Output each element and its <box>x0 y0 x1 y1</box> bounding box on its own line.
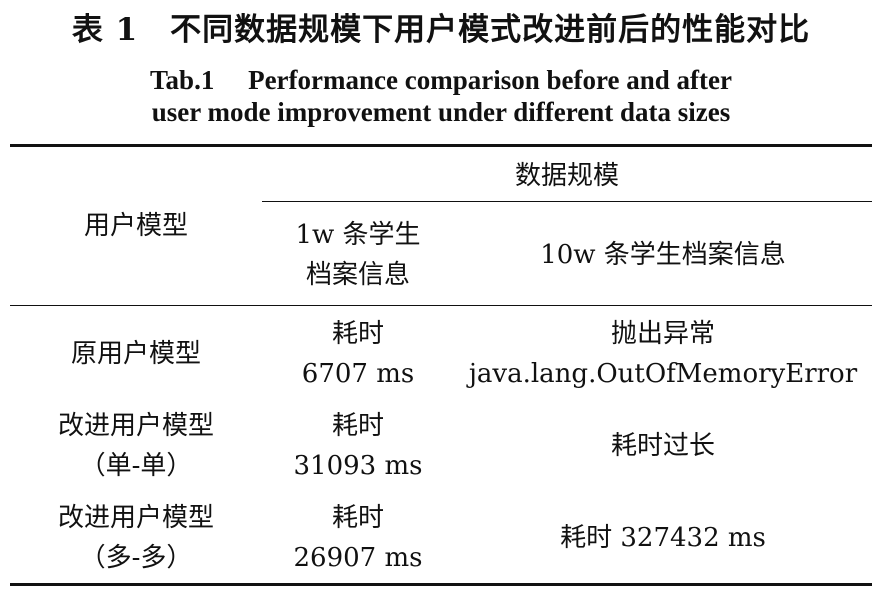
table-row-3-model: 改进用户模型 （多-多） <box>10 498 262 578</box>
row-1-col1-line2: 6707 ms <box>301 359 415 389</box>
table-row-1-col2: 抛出异常 java.lang.OutOfMemoryError <box>454 314 872 394</box>
table-caption-english-line2: user mode improvement under different da… <box>151 97 731 127</box>
header-column-2: 10w 条学生档案信息 <box>454 208 872 302</box>
table-row-3-col1: 耗时 26907 ms <box>262 498 454 578</box>
header-column-1: 1w 条学生 档案信息 <box>262 208 454 302</box>
row-3-model-line2: （多-多） <box>79 543 193 573</box>
row-3-model-line1: 改进用户模型 <box>57 503 214 533</box>
table-top-rule <box>10 144 872 147</box>
table-caption-english-line1: Tab.1 Performance comparison before and … <box>150 65 732 95</box>
row-1-col2-line2: java.lang.OutOfMemoryError <box>468 359 858 389</box>
row-2-model-line1: 改进用户模型 <box>57 411 214 441</box>
row-2-col2-line1: 耗时过长 <box>610 431 715 461</box>
table-row-1-col1: 耗时 6707 ms <box>262 314 454 394</box>
row-3-col1-line1: 耗时 <box>331 503 384 533</box>
header-row-label-text: 用户模型 <box>83 211 188 241</box>
row-1-col2-line1: 抛出异常 <box>610 319 715 349</box>
table-bottom-rule <box>10 583 872 586</box>
row-1-model-line1: 原用户模型 <box>70 339 201 369</box>
header-column-2-line1: 10w 条学生档案信息 <box>540 240 786 270</box>
header-group-label-text: 数据规模 <box>514 160 619 191</box>
header-column-1-line1: 1w 条学生 <box>295 220 421 250</box>
row-1-col1-line1: 耗时 <box>331 319 384 349</box>
header-column-1-line2: 档案信息 <box>305 260 410 290</box>
row-3-col2-line1: 耗时 327432 ms <box>560 523 766 553</box>
header-row-label: 用户模型 <box>10 147 262 305</box>
table-row-3-col2: 耗时 327432 ms <box>454 498 872 578</box>
header-group-rule <box>262 201 872 202</box>
row-3-col1-line2: 26907 ms <box>293 543 423 573</box>
header-group-label: 数据规模 <box>262 150 872 201</box>
table-row-2-col2: 耗时过长 <box>454 406 872 486</box>
row-2-col1-line1: 耗时 <box>331 411 384 441</box>
row-2-model-line2: （单-单） <box>79 451 193 481</box>
row-2-col1-line2: 31093 ms <box>293 451 423 481</box>
header-bottom-rule <box>10 305 872 306</box>
table-caption-chinese: 表 1 不同数据规模下用户模式改进前后的性能对比 <box>71 12 811 48</box>
table-row-2-col1: 耗时 31093 ms <box>262 406 454 486</box>
table-row-2-model: 改进用户模型 （单-单） <box>10 406 262 486</box>
table-row-1-model: 原用户模型 <box>10 314 262 394</box>
